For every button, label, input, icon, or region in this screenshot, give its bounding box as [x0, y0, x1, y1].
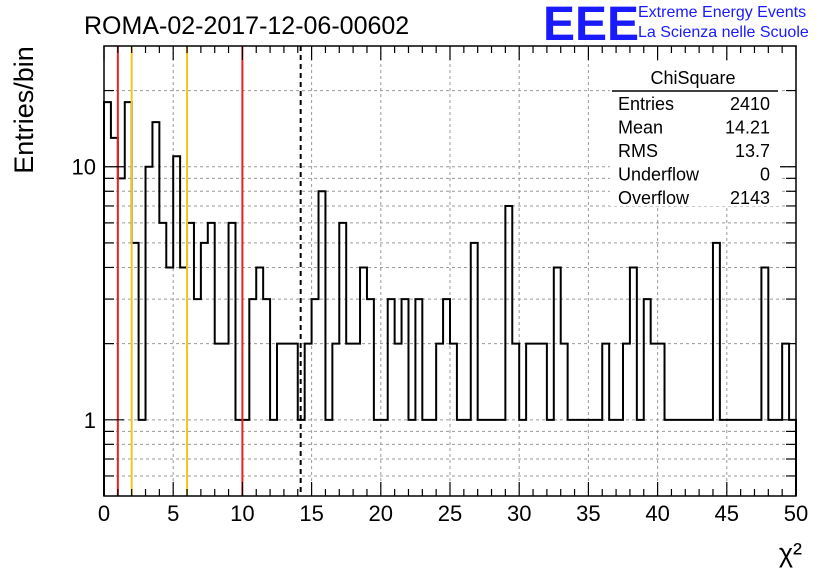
x-axis-label: χ² [779, 538, 802, 568]
chart-title: ROMA-02-2017-12-06-00602 [84, 12, 409, 40]
x-tick-labels: 0 5 10 15 20 25 30 35 40 45 50 [98, 501, 808, 526]
x-tick-label: 45 [715, 501, 739, 526]
x-tick-label: 25 [438, 501, 462, 526]
logo-mark: EEE [543, 0, 639, 51]
logo-line1: Extreme Energy Events [638, 4, 806, 21]
stats-value: 13.7 [735, 141, 770, 161]
y-tick-label: 10 [72, 155, 96, 180]
reference-lines [116, 46, 302, 496]
x-tick-label: 30 [507, 501, 531, 526]
stats-label: RMS [618, 141, 658, 161]
y-tick-labels: 1 10 [72, 155, 96, 433]
axes [103, 45, 797, 497]
x-tick-label: 15 [299, 501, 323, 526]
stats-box: ChiSquare Entries 2410 Mean 14.21 RMS 13.7 Und… [610, 64, 780, 208]
x-tick-label: 20 [369, 501, 393, 526]
stats-label: Overflow [618, 188, 690, 208]
stats-value: 2410 [730, 94, 770, 114]
histogram-line [103, 101, 797, 496]
stats-value: 14.21 [725, 118, 770, 138]
logo-line2: La Scienza nelle Scuole [638, 24, 809, 41]
stats-rows: Entries 2410 Mean 14.21 RMS 13.7 Underflow 0 Ove… [618, 94, 770, 208]
histogram [103, 101, 797, 496]
x-tick-label: 5 [167, 501, 179, 526]
stats-label: Mean [618, 118, 663, 138]
stats-value: 2143 [730, 188, 770, 208]
x-tick-label: 0 [98, 501, 110, 526]
x-tick-label: 50 [784, 501, 808, 526]
y-axis-label: Entries/bin [9, 46, 39, 174]
x-tick-label: 40 [645, 501, 669, 526]
stats-title: ChiSquare [650, 68, 735, 88]
stats-label: Underflow [618, 165, 700, 185]
eee-logo: EEE Extreme Energy Events La Scienza nel… [543, 0, 809, 51]
y-tick-label: 1 [84, 408, 96, 433]
stats-box-bg [610, 64, 780, 206]
x-tick-label: 10 [230, 501, 254, 526]
stats-label: Entries [618, 94, 674, 114]
x-tick-label: 35 [576, 501, 600, 526]
stats-value: 0 [760, 165, 770, 185]
